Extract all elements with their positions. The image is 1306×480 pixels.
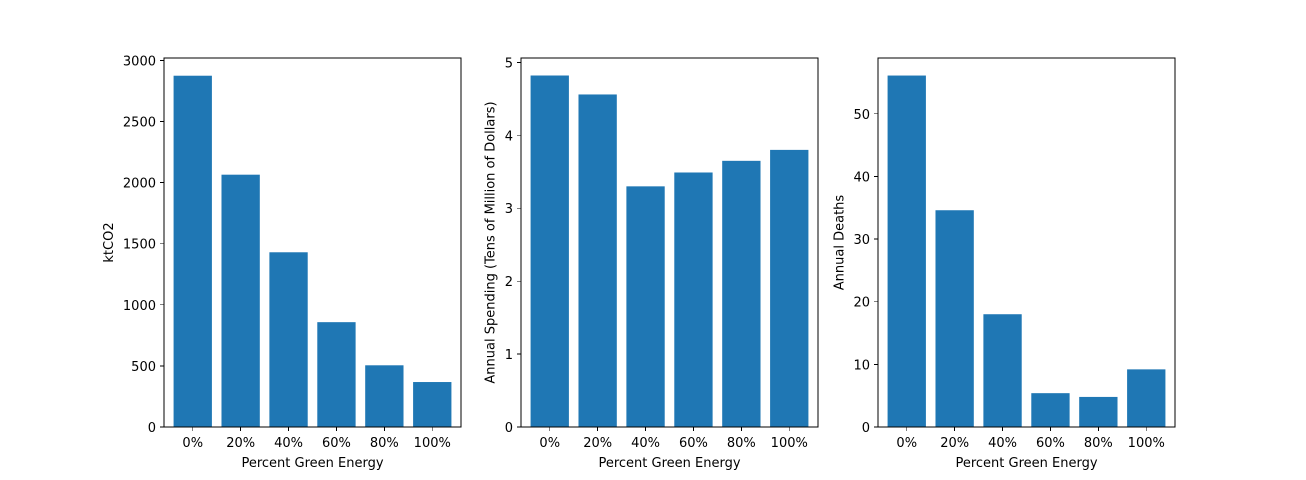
bar-40pct bbox=[269, 252, 308, 427]
chart-panel-3: 0% 20% 40% 60% 80% 100% 0 10 20 30 40 50 Percent Gre… bbox=[832, 57, 1176, 471]
bar-40pct bbox=[983, 314, 1022, 427]
bar-20pct bbox=[935, 210, 974, 427]
x-tick-label: 60% bbox=[679, 436, 708, 451]
y-tick-label: 4 bbox=[505, 129, 513, 144]
axes-frame bbox=[520, 57, 819, 428]
x-tick-label: 40% bbox=[274, 436, 303, 451]
y-tick-label: 1000 bbox=[123, 299, 156, 314]
x-axis-label: Percent Green Energy bbox=[955, 456, 1097, 471]
y-tick-label: 0 bbox=[505, 421, 513, 436]
x-tick-label: 0% bbox=[182, 436, 203, 451]
chart-panel-2: 0% 20% 40% 60% 80% 100% 0 1 2 3 4 5 Percent Green En… bbox=[484, 56, 819, 471]
x-tick-label: 0% bbox=[539, 436, 560, 451]
y-tick-label: 500 bbox=[131, 360, 156, 375]
y-tick-label: 0 bbox=[148, 421, 156, 436]
axes-frame bbox=[877, 57, 1176, 428]
x-tick-label: 80% bbox=[1084, 436, 1113, 451]
x-axis-label: Percent Green Energy bbox=[241, 456, 383, 471]
y-tick-label: 20 bbox=[853, 296, 870, 311]
x-tick-label: 80% bbox=[370, 436, 399, 451]
bar-0pct bbox=[530, 75, 569, 427]
x-tick-label: 60% bbox=[1036, 436, 1065, 451]
y-tick-label: 30 bbox=[853, 233, 870, 248]
y-axis-label: ktCO2 bbox=[102, 222, 117, 262]
bar-40pct bbox=[626, 186, 665, 427]
bar-60pct bbox=[674, 172, 713, 427]
y-tick-label: 0 bbox=[862, 421, 870, 436]
bar-80pct bbox=[365, 365, 404, 427]
x-tick-label: 40% bbox=[631, 436, 660, 451]
x-axis-label: Percent Green Energy bbox=[598, 456, 740, 471]
x-tick-label: 100% bbox=[1128, 436, 1165, 451]
y-axis-label: Annual Deaths bbox=[832, 195, 847, 291]
y-tick-label: 2500 bbox=[123, 116, 156, 131]
bar-100pct bbox=[1127, 369, 1166, 427]
y-tick-label: 5 bbox=[505, 56, 513, 71]
x-tick-label: 20% bbox=[226, 436, 255, 451]
y-axis-label: Annual Spending (Tens of Million of Doll… bbox=[484, 101, 499, 383]
y-tick-label: 1 bbox=[505, 348, 513, 363]
y-tick-label: 50 bbox=[853, 108, 870, 123]
y-tick-label: 2 bbox=[505, 275, 513, 290]
bar-100pct bbox=[770, 149, 809, 427]
x-tick-label: 80% bbox=[727, 436, 756, 451]
bar-80pct bbox=[1079, 396, 1118, 427]
y-tick-label: 3 bbox=[505, 202, 513, 217]
bar-0pct bbox=[887, 75, 926, 427]
bar-60pct bbox=[1031, 393, 1070, 427]
y-tick-label: 3000 bbox=[123, 54, 156, 69]
x-tick-label: 60% bbox=[322, 436, 351, 451]
bar-100pct bbox=[413, 382, 452, 427]
x-tick-label: 0% bbox=[896, 436, 917, 451]
y-tick-label: 10 bbox=[853, 358, 870, 373]
x-tick-label: 20% bbox=[583, 436, 612, 451]
y-tick-label: 2000 bbox=[123, 177, 156, 192]
bar-60pct bbox=[317, 322, 356, 427]
x-tick-label: 100% bbox=[414, 436, 451, 451]
bar-0pct bbox=[173, 75, 212, 427]
y-tick-label: 1500 bbox=[123, 238, 156, 253]
x-tick-label: 20% bbox=[940, 436, 969, 451]
bar-80pct bbox=[722, 160, 761, 428]
chart-panel-1: 0% 20% 40% 60% 80% 100% 0 500 1000 1500 2000 2500 30… bbox=[102, 54, 462, 471]
axes-frame bbox=[163, 57, 462, 428]
bar-20pct bbox=[578, 94, 617, 427]
x-tick-label: 40% bbox=[988, 436, 1017, 451]
bar-20pct bbox=[221, 174, 260, 427]
y-tick-label: 40 bbox=[853, 170, 870, 185]
x-tick-label: 100% bbox=[771, 436, 808, 451]
